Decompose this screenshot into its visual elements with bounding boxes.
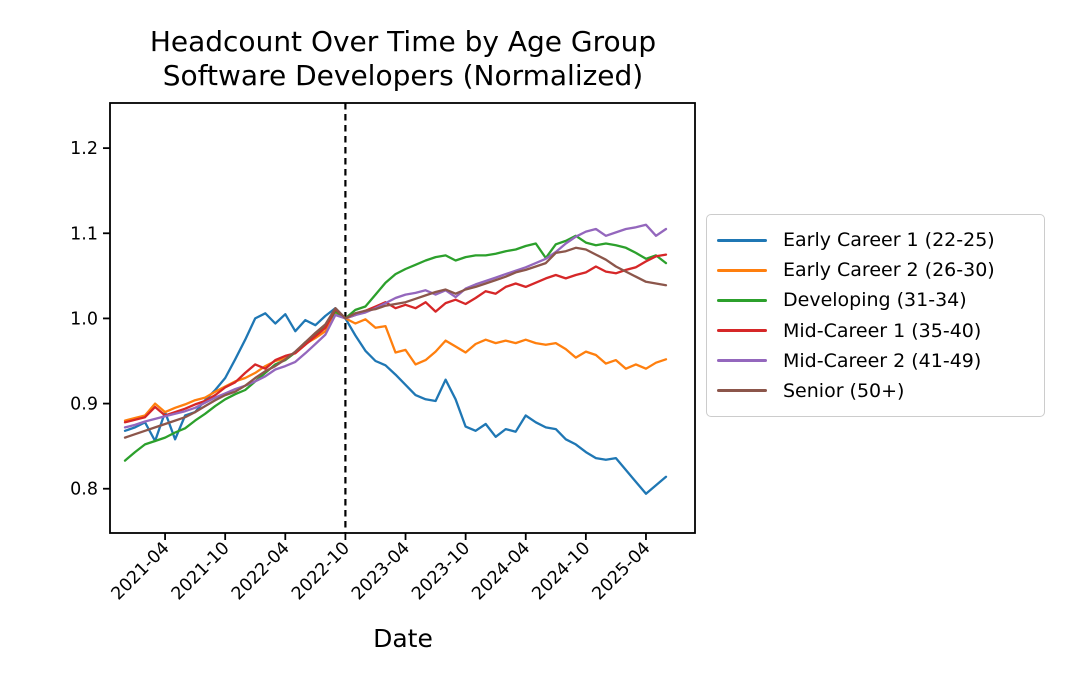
x-tick-label: 2021-04 [108, 538, 174, 604]
legend-line-swatch [717, 389, 767, 393]
legend-line-swatch [717, 329, 767, 333]
legend-item: Developing (31-34) [717, 289, 1034, 311]
legend-item: Early Career 2 (26-30) [717, 259, 1034, 281]
legend-line-swatch [717, 359, 767, 363]
legend-label: Senior (50+) [783, 379, 905, 402]
series-line-0 [123, 307, 668, 495]
y-tick-label: 0.9 [70, 395, 98, 415]
series-line-3 [123, 253, 668, 424]
y-tick-label: 1.0 [70, 309, 98, 329]
y-tick-label: 1.2 [70, 139, 98, 159]
legend-item: Mid-Career 2 (41-49) [717, 350, 1034, 372]
legend-label: Developing (31-34) [783, 289, 967, 312]
legend-line-swatch [717, 268, 767, 272]
plot-frame [109, 102, 696, 534]
legend-line-swatch [717, 298, 767, 302]
legend-item: Early Career 1 (22-25) [717, 229, 1034, 251]
legend-item: Mid-Career 1 (35-40) [717, 320, 1034, 342]
chart-title: Headcount Over Time by Age Group Softwar… [110, 25, 696, 93]
x-axis-label: Date [373, 624, 433, 653]
x-tick-label: 2021-10 [168, 538, 234, 604]
legend-item: Senior (50+) [717, 380, 1034, 402]
legend-line-swatch [717, 238, 767, 242]
x-tick-label: 2024-10 [529, 538, 595, 604]
x-tick-label: 2023-04 [348, 538, 414, 604]
series-line-5 [123, 246, 668, 439]
x-tick-label: 2025-04 [589, 538, 655, 604]
legend-label: Early Career 2 (26-30) [783, 259, 995, 282]
series-line-2 [123, 234, 668, 462]
x-tick-label: 2022-04 [228, 538, 294, 604]
legend-label: Mid-Career 1 (35-40) [783, 319, 982, 342]
legend-label: Early Career 1 (22-25) [783, 229, 995, 252]
y-tick-label: 1.1 [70, 224, 98, 244]
chart-title-line1: Headcount Over Time by Age Group [149, 25, 657, 58]
series-line-1 [123, 312, 668, 422]
legend-box: Early Career 1 (22-25) Early Career 2 (26… [706, 214, 1045, 417]
x-tick-label: 2022-10 [288, 538, 354, 604]
chart-title-line2: Software Developers (Normalized) [162, 59, 644, 93]
x-tick-label: 2024-04 [468, 538, 534, 604]
x-tick-label: 2023-10 [408, 538, 474, 604]
legend-label: Mid-Career 2 (41-49) [783, 349, 982, 372]
series-line-4 [123, 223, 668, 429]
y-tick-label: 0.8 [70, 480, 98, 500]
